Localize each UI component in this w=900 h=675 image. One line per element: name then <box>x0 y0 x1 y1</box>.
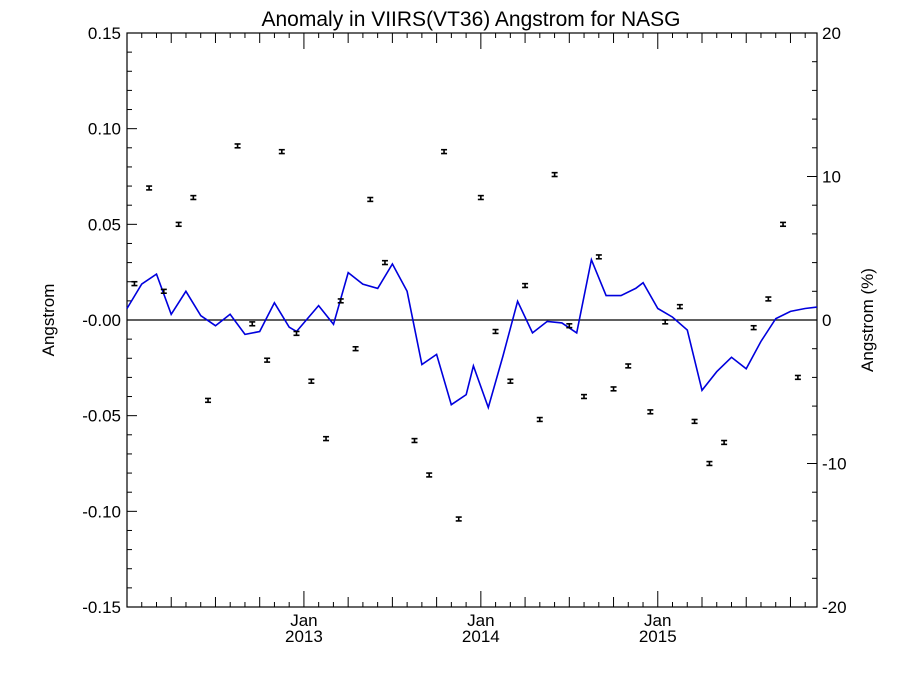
data-point <box>190 194 197 201</box>
data-point <box>308 378 315 384</box>
y-tick-label-left: -0.15 <box>82 598 121 617</box>
data-point <box>522 282 529 289</box>
data-point <box>662 319 669 325</box>
y-tick-label-left: -0.05 <box>82 407 121 426</box>
data-point <box>352 345 359 352</box>
data-point <box>507 378 514 384</box>
data-point <box>131 280 138 287</box>
data-point <box>441 148 448 155</box>
data-point <box>323 435 330 442</box>
x-tick-label-month: Jan <box>290 611 317 630</box>
data-point <box>381 259 388 266</box>
series-line-layer <box>126 256 818 411</box>
y-tick-label-left: 0.10 <box>88 120 121 139</box>
y-tick-label-right: -20 <box>822 598 847 617</box>
data-point <box>610 386 617 392</box>
y-tick-label-right: 10 <box>822 168 841 187</box>
x-tick-label-year: 2014 <box>462 627 500 646</box>
chart-title: Anomaly in VIIRS(VT36) Angstrom for NASG <box>262 8 681 31</box>
data-point <box>426 472 433 478</box>
data-point <box>780 221 787 228</box>
y-tick-label-right: 20 <box>822 24 841 43</box>
data-point <box>278 148 285 155</box>
data-point <box>706 460 713 467</box>
data-point <box>293 330 300 337</box>
y-tick-label-left: 0.15 <box>88 24 121 43</box>
data-point <box>794 374 801 381</box>
data-point <box>676 303 683 310</box>
y-tick-label-left: 0.05 <box>88 215 121 234</box>
data-point <box>160 288 167 295</box>
y-tick-label-right: -10 <box>822 455 847 474</box>
data-point <box>492 328 499 335</box>
series-points-layer <box>131 143 801 522</box>
y-tick-label-left: -0.10 <box>82 502 121 521</box>
data-point <box>264 357 271 363</box>
data-point <box>455 516 462 522</box>
x-tick-label-month: Jan <box>467 611 494 630</box>
series-line <box>126 256 818 411</box>
y-axis-label-left: Angstrom <box>39 284 58 357</box>
data-point <box>647 409 654 415</box>
data-point <box>234 143 241 149</box>
data-point <box>175 221 182 228</box>
y-tick-label-right: 0 <box>822 311 831 330</box>
data-point <box>765 296 772 302</box>
tick-labels: 0.15 0.10 0.05 -0.00 -0.05 -0.10 -0.15 20 10 0 -10… <box>82 24 846 646</box>
y-tick-label-left: -0.00 <box>82 311 121 330</box>
data-point <box>205 397 212 404</box>
x-tick-label-month: Jan <box>644 611 671 630</box>
data-point <box>536 416 543 423</box>
data-point <box>477 194 484 201</box>
y-axis-label-right: Angstrom (%) <box>858 268 877 372</box>
data-point <box>691 418 698 425</box>
data-point <box>595 254 602 260</box>
axis-ticks <box>126 32 817 608</box>
x-tick-label-year: 2015 <box>639 627 677 646</box>
x-tick-label-year: 2013 <box>285 627 323 646</box>
data-point <box>551 171 558 178</box>
data-point <box>721 439 728 446</box>
data-point <box>566 323 573 329</box>
data-point <box>249 321 256 327</box>
data-point <box>367 196 374 203</box>
data-point <box>750 324 757 331</box>
data-point <box>625 363 632 369</box>
data-point <box>337 298 344 304</box>
data-point <box>580 393 587 400</box>
data-point <box>411 437 418 444</box>
data-point <box>146 185 153 191</box>
